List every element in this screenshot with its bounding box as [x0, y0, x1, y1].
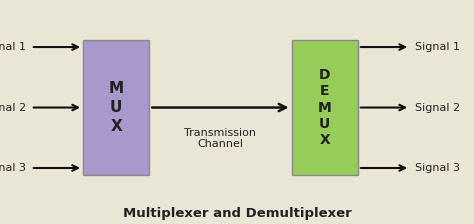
Text: Transmission
Channel: Transmission Channel [184, 128, 256, 149]
Text: D
E
M
U
X: D E M U X [318, 68, 332, 147]
Bar [292, 40, 358, 175]
Text: Signal 1: Signal 1 [415, 42, 460, 52]
Text: M
U
X: M U X [109, 81, 124, 134]
Bar [83, 40, 149, 175]
Text: Signal 1: Signal 1 [0, 42, 26, 52]
Text: Signal 3: Signal 3 [415, 163, 460, 173]
Text: Signal 2: Signal 2 [0, 103, 26, 112]
Text: Multiplexer and Demultiplexer: Multiplexer and Demultiplexer [123, 207, 351, 220]
Text: Signal 2: Signal 2 [415, 103, 460, 112]
Text: Signal 3: Signal 3 [0, 163, 26, 173]
